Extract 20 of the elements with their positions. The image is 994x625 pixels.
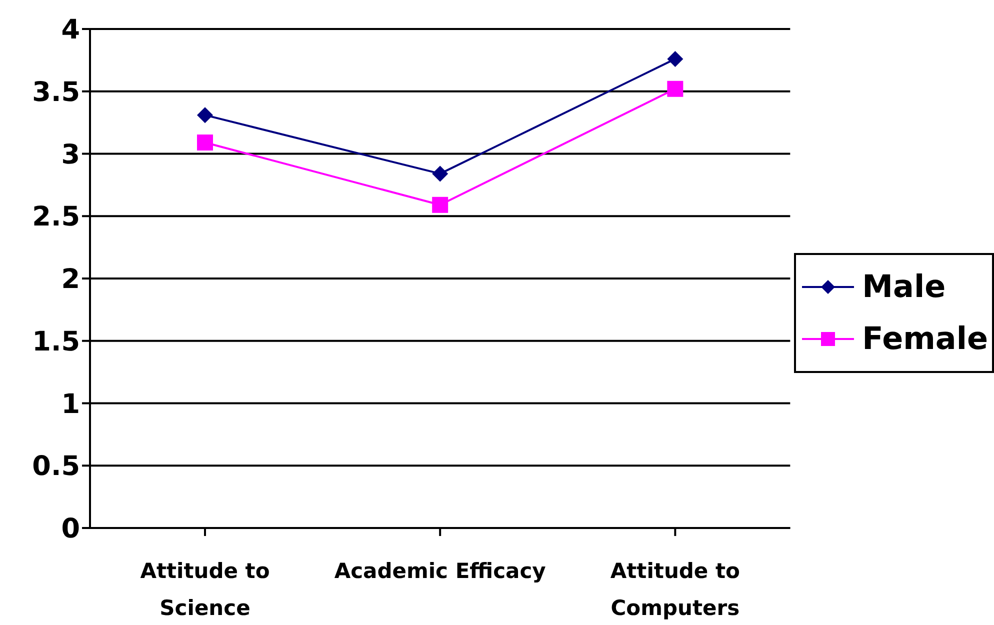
y-tick-label: 2.5 bbox=[32, 202, 80, 233]
y-tick-label: 0 bbox=[61, 514, 80, 545]
y-tick-label: 3 bbox=[61, 139, 80, 170]
point bbox=[667, 50, 684, 67]
point bbox=[197, 134, 213, 151]
legend-label: Female bbox=[862, 320, 988, 356]
y-tick-label: 0.5 bbox=[32, 451, 80, 482]
y-tick-label: 3.5 bbox=[32, 76, 80, 108]
y-tick-label: 4 bbox=[61, 14, 80, 46]
x-tick-label: Academic Efficacy bbox=[334, 559, 546, 583]
x-tick-label: Attitude to Computers bbox=[610, 559, 740, 620]
x-tick-label: Attitude to Science bbox=[140, 559, 270, 620]
point bbox=[667, 80, 684, 97]
y-tick-label: 2 bbox=[61, 264, 80, 296]
y-tick-label: 1 bbox=[61, 388, 80, 420]
point bbox=[432, 166, 448, 182]
point bbox=[197, 107, 213, 124]
y-tick-label: 1.5 bbox=[32, 326, 80, 358]
point bbox=[432, 196, 448, 213]
legend-label: Male bbox=[862, 268, 946, 304]
